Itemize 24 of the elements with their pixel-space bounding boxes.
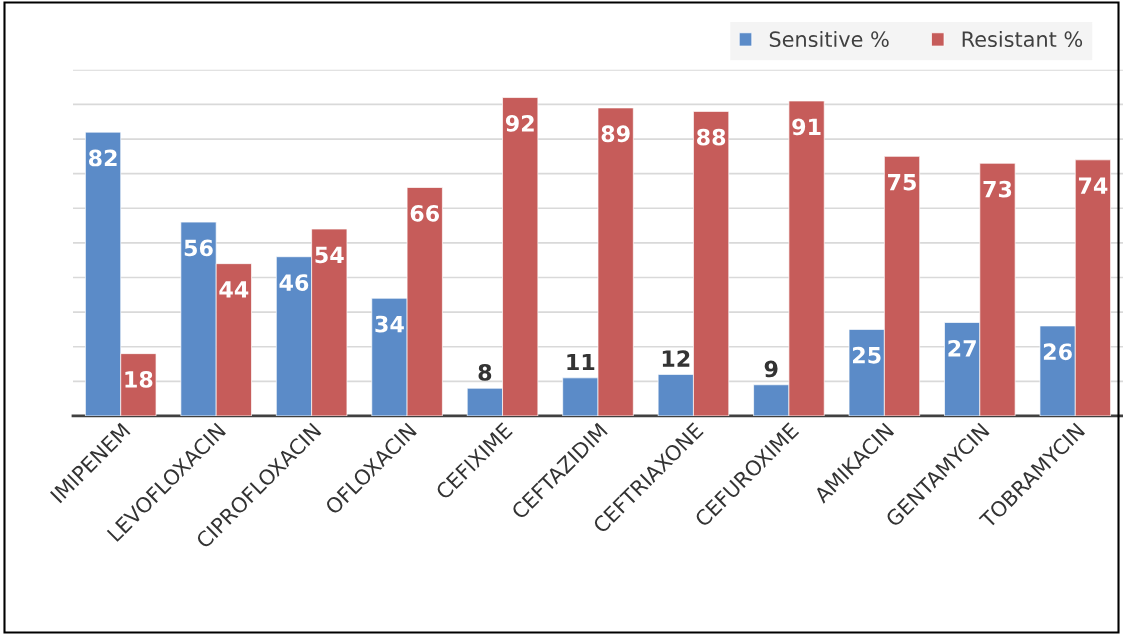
data-label: 82 <box>88 149 117 167</box>
data-label: 44 <box>219 281 249 298</box>
data-label: 73 <box>983 180 1012 198</box>
data-label: 91 <box>792 118 821 136</box>
data-label: 46 <box>279 274 309 291</box>
data-label: 88 <box>697 128 726 146</box>
data-label: 56 <box>184 239 213 257</box>
data-label: 12 <box>662 350 690 367</box>
data-label: 89 <box>601 125 630 143</box>
data-label: 54 <box>315 246 344 264</box>
data-label: 92 <box>505 114 534 132</box>
data-label: 9 <box>764 360 778 378</box>
legend-label: Resistant % <box>962 30 1083 48</box>
data-label: 34 <box>375 315 404 333</box>
data-label: 11 <box>567 353 595 371</box>
data-label: 26 <box>1043 343 1072 361</box>
data-label: 66 <box>410 204 440 222</box>
data-label: 27 <box>948 339 976 357</box>
legend-label: Sensitive % <box>769 30 889 48</box>
data-label: 8 <box>478 363 492 381</box>
data-label: 25 <box>853 346 881 364</box>
data-label: 18 <box>125 371 153 388</box>
data-label: 75 <box>888 174 916 191</box>
data-label: 74 <box>1078 177 1108 194</box>
